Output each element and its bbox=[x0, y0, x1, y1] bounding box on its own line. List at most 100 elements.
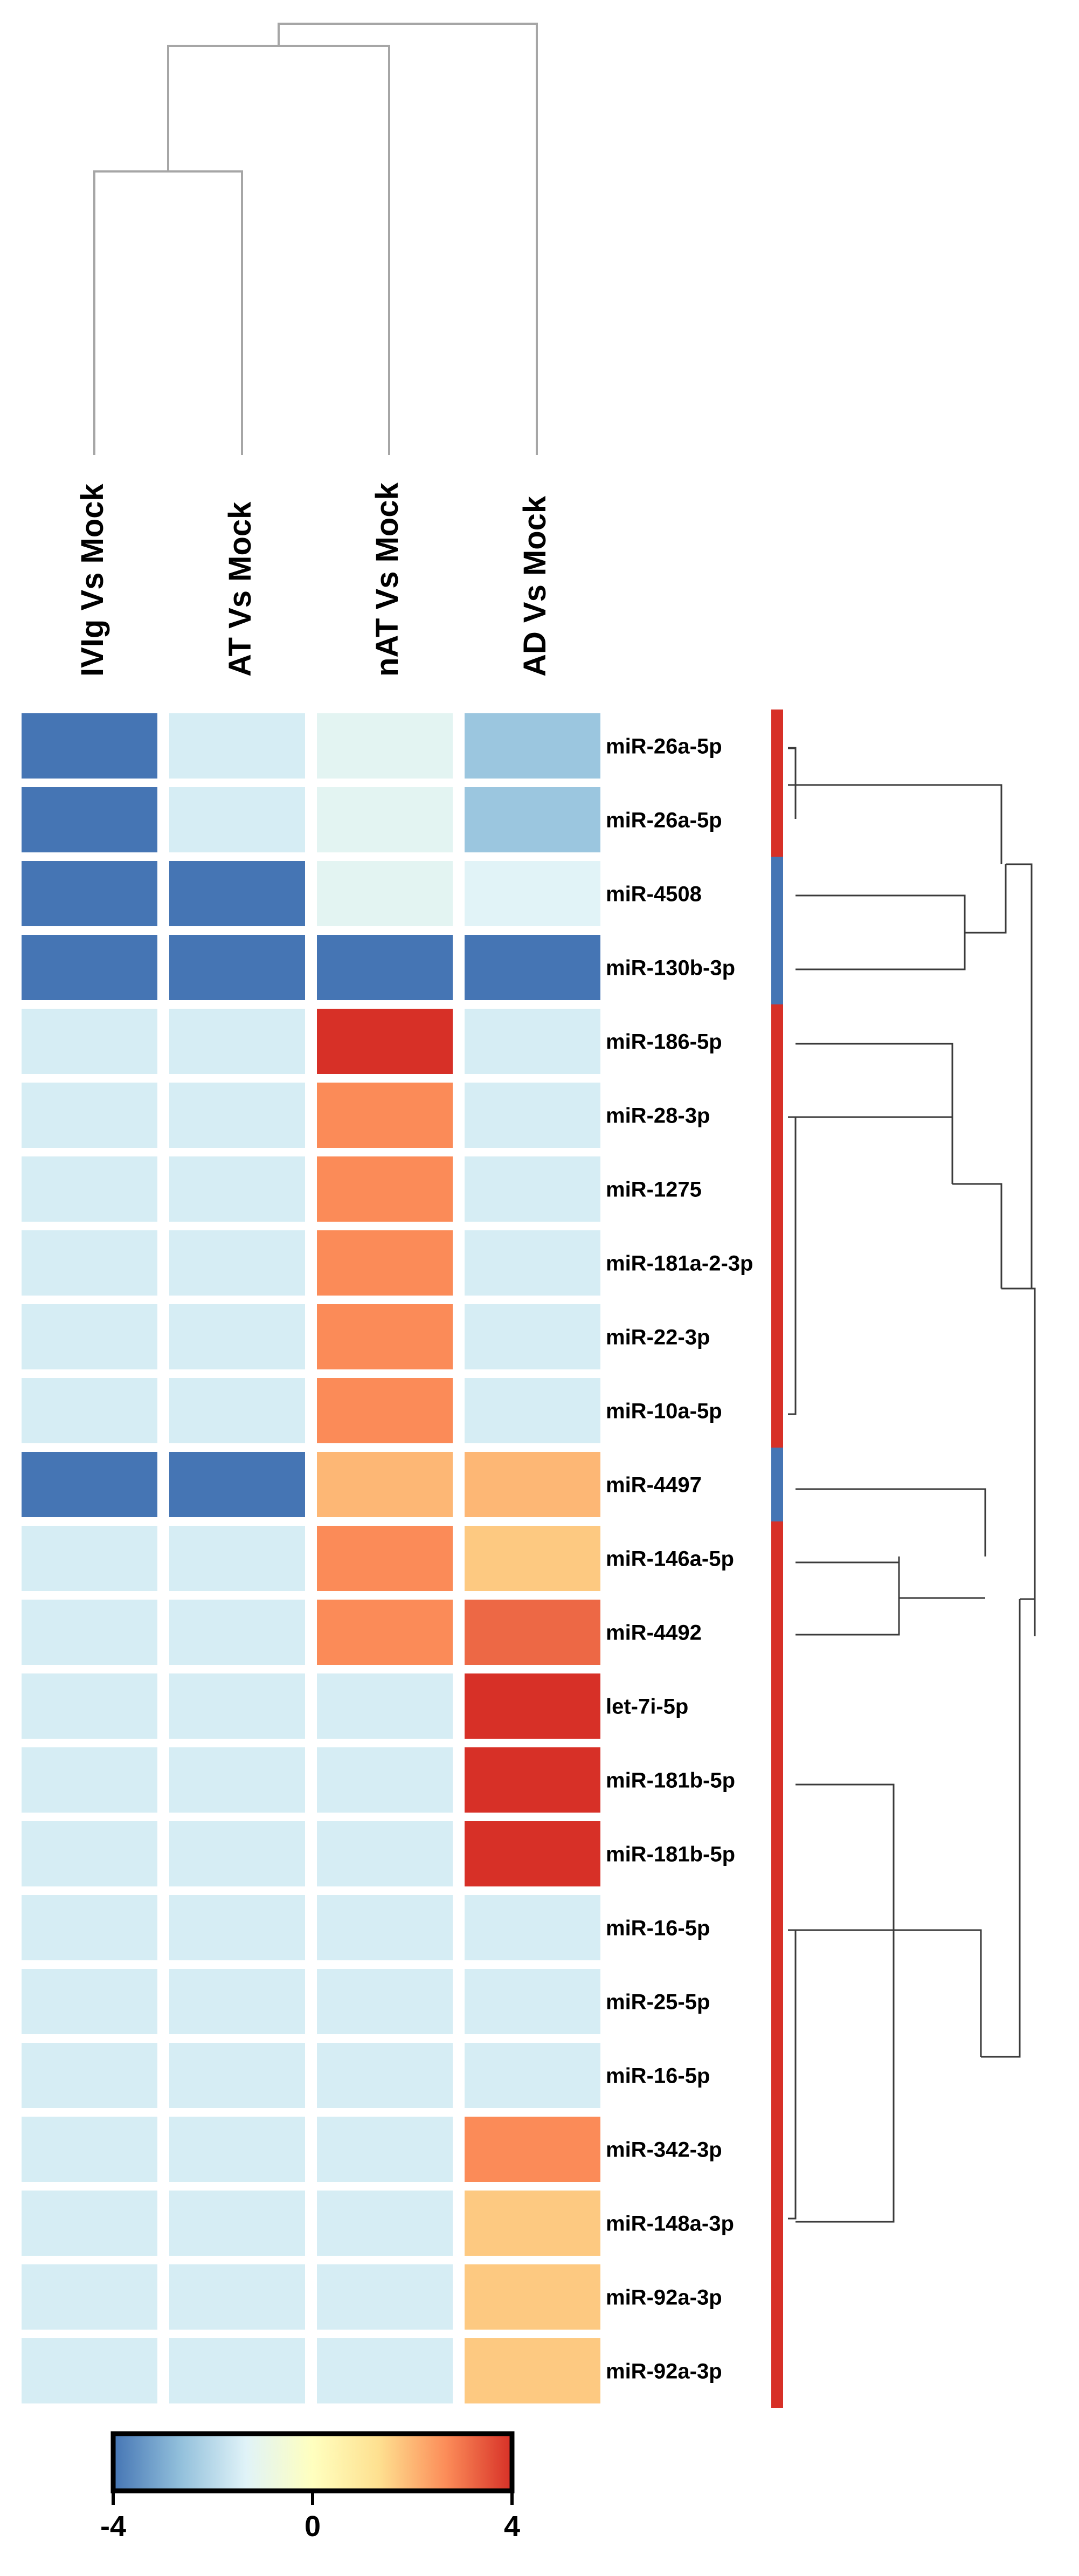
heatmap-cell bbox=[169, 861, 305, 926]
heatmap-cell bbox=[465, 1747, 600, 1813]
row-group-segment bbox=[771, 710, 783, 783]
row-group-segment bbox=[771, 931, 783, 1004]
column-label: AT Vs Mock bbox=[223, 501, 258, 677]
heatmap-cell bbox=[22, 1304, 157, 1369]
heatmap-cell bbox=[317, 2191, 453, 2256]
heatmap-cell bbox=[169, 1156, 305, 1222]
row-label: miR-26a-5p bbox=[606, 735, 722, 759]
row-label: miR-148a-3p bbox=[606, 2212, 734, 2236]
heatmap-cell bbox=[465, 713, 600, 779]
heatmap-cell bbox=[169, 1452, 305, 1517]
row-label: miR-181a-2-3p bbox=[606, 1252, 753, 1276]
row-group-segment bbox=[771, 2260, 783, 2334]
heatmap-cell bbox=[465, 861, 600, 926]
heatmap-cell bbox=[169, 1009, 305, 1074]
heatmap-cell bbox=[317, 713, 453, 779]
heatmap-cell bbox=[22, 1378, 157, 1443]
heatmap-cell bbox=[169, 2338, 305, 2403]
heatmap-cell bbox=[465, 1895, 600, 1960]
heatmap-cell bbox=[169, 1083, 305, 1148]
colorbar: -4 0 4 bbox=[100, 2431, 520, 2543]
heatmap-cell bbox=[22, 861, 157, 926]
column-dendrogram bbox=[93, 23, 538, 455]
heatmap-cell bbox=[317, 1821, 453, 1886]
heatmap-cells bbox=[22, 713, 600, 2403]
heatmap-cell bbox=[169, 1378, 305, 1443]
heatmap-cell bbox=[465, 1009, 600, 1074]
heatmap-cell bbox=[317, 1600, 453, 1665]
row-group-segment bbox=[771, 2186, 783, 2260]
heatmap-cell bbox=[22, 2191, 157, 2256]
heatmap-cell bbox=[465, 1156, 600, 1222]
heatmap-cell bbox=[22, 787, 157, 852]
heatmap-cell bbox=[465, 1452, 600, 1517]
heatmap-cell bbox=[169, 1747, 305, 1813]
heatmap-cell bbox=[22, 1895, 157, 1960]
heatmap-cell bbox=[317, 1230, 453, 1296]
colorbar-gradient bbox=[110, 2431, 515, 2494]
heatmap-cell bbox=[22, 1600, 157, 1665]
colorbar-tick-label: 4 bbox=[504, 2510, 520, 2543]
row-group-segment bbox=[771, 1595, 783, 1669]
heatmap-cell bbox=[465, 2117, 600, 2182]
heatmap-cell bbox=[317, 1747, 453, 1813]
row-group-segment bbox=[771, 1817, 783, 1891]
heatmap-cell bbox=[22, 1673, 157, 1739]
row-label: miR-16-5p bbox=[606, 1917, 710, 1940]
row-label: miR-186-5p bbox=[606, 1030, 722, 1054]
heatmap-cell bbox=[465, 1969, 600, 2034]
heatmap-cell bbox=[465, 1083, 600, 1148]
heatmap-cell bbox=[22, 1156, 157, 1222]
heatmap-cell bbox=[22, 1452, 157, 1517]
row-group-segment bbox=[771, 857, 783, 931]
row-label: let-7i-5p bbox=[606, 1695, 688, 1719]
heatmap-cell bbox=[22, 2264, 157, 2330]
row-label: miR-146a-5p bbox=[606, 1547, 734, 1571]
heatmap-cell bbox=[465, 787, 600, 852]
row-group-segment bbox=[771, 1521, 783, 1595]
row-group-segment bbox=[771, 1226, 783, 1300]
heatmap-cell bbox=[22, 2117, 157, 2182]
row-label: miR-26a-5p bbox=[606, 809, 722, 832]
heatmap-cell bbox=[22, 1230, 157, 1296]
heatmap-cell bbox=[22, 2338, 157, 2403]
heatmap-cell bbox=[465, 1230, 600, 1296]
row-label: miR-4497 bbox=[606, 1473, 702, 1497]
heatmap-cell bbox=[169, 713, 305, 779]
heatmap-cell bbox=[169, 1600, 305, 1665]
heatmap-cell bbox=[317, 1673, 453, 1739]
row-label: miR-28-3p bbox=[606, 1104, 710, 1128]
row-group-segment bbox=[771, 1669, 783, 1743]
row-dendrogram bbox=[788, 747, 1036, 2223]
colorbar-tick-label: 0 bbox=[305, 2510, 321, 2543]
row-group-segment bbox=[771, 2112, 783, 2186]
row-label: miR-342-3p bbox=[606, 2138, 722, 2162]
heatmap-cell bbox=[22, 2043, 157, 2108]
heatmap-cell bbox=[317, 1452, 453, 1517]
row-label: miR-10a-5p bbox=[606, 1400, 722, 1423]
heatmap-cell bbox=[169, 935, 305, 1000]
heatmap-cell bbox=[169, 1969, 305, 2034]
heatmap-cell bbox=[317, 1526, 453, 1591]
row-label: miR-181b-5p bbox=[606, 1843, 735, 1866]
row-label: miR-22-3p bbox=[606, 1326, 710, 1349]
heatmap-cell bbox=[317, 2043, 453, 2108]
heatmap-cell bbox=[317, 2264, 453, 2330]
row-group-segment bbox=[771, 1078, 783, 1152]
heatmap-cell bbox=[465, 2043, 600, 2108]
row-labels: miR-26a-5p miR-26a-5p miR-4508 miR-130b-3p m… bbox=[606, 735, 753, 2384]
heatmap-cell bbox=[317, 1969, 453, 2034]
heatmap-cell bbox=[22, 935, 157, 1000]
row-label: miR-25-5p bbox=[606, 1990, 710, 2014]
row-label: miR-181b-5p bbox=[606, 1769, 735, 1793]
heatmap-cell bbox=[22, 1747, 157, 1813]
row-group-segment bbox=[771, 1004, 783, 1078]
heatmap-cell bbox=[465, 2264, 600, 2330]
heatmap-cell bbox=[22, 1821, 157, 1886]
heatmap-cell bbox=[465, 935, 600, 1000]
heatmap-cell bbox=[169, 1673, 305, 1739]
heatmap-cell bbox=[22, 1969, 157, 2034]
heatmap-cell bbox=[317, 1378, 453, 1443]
row-group-bar bbox=[771, 710, 783, 2408]
